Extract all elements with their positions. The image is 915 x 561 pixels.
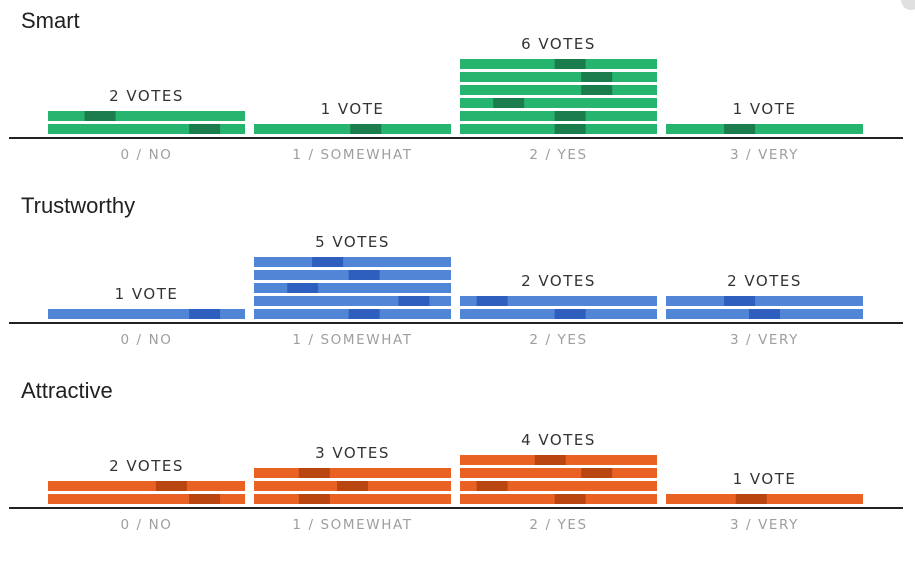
smart-vote-marker-0-no-2 (84, 111, 116, 121)
trustworthy-vote-count-0-no: 1 VOTE (115, 285, 179, 303)
smart-chart: 2 VOTES 0 / NO 1 VOTE 1 / SOMEWHAT 6 VOTES 2 … (9, 35, 903, 163)
trustworthy-tick-label-3-very: 3 / VERY (730, 332, 799, 348)
panel-title-smart: Smart (21, 8, 80, 33)
attractive-vote-bar-1-somewhat-1 (254, 494, 451, 504)
attractive-vote-marker-1-somewhat-2 (337, 481, 368, 491)
panel-title-attractive: Attractive (21, 378, 113, 403)
trustworthy-vote-bar-0-no-1 (48, 309, 245, 319)
attractive-tick-label-2-yes: 2 / YES (529, 517, 587, 533)
smart-tick-label-2-yes: 2 / YES (529, 147, 587, 163)
trustworthy-tick-label-1-somewhat: 1 / SOMEWHAT (292, 332, 412, 348)
smart-vote-count-2-yes: 6 VOTES (521, 35, 596, 53)
attractive-vote-marker-2-yes-3 (581, 468, 613, 478)
smart-vote-marker-2-yes-5 (581, 72, 613, 82)
attractive-vote-marker-0-no-1 (189, 494, 221, 504)
trustworthy-vote-marker-0-no-1 (189, 309, 221, 319)
attractive-vote-bar-2-yes-2 (460, 481, 657, 491)
smart-vote-bar-2-yes-3 (460, 98, 657, 108)
smart-vote-marker-3-very-1 (724, 124, 756, 134)
trustworthy-vote-count-3-very: 2 VOTES (727, 272, 802, 290)
smart-vote-marker-2-yes-6 (554, 59, 586, 69)
smart-x-axis (9, 137, 903, 139)
trustworthy-vote-bar-3-very-2 (666, 296, 863, 306)
attractive-vote-marker-0-no-2 (155, 481, 187, 491)
attractive-vote-count-1-somewhat: 3 VOTES (315, 444, 390, 462)
smart-tick-label-1-somewhat: 1 / SOMEWHAT (292, 147, 412, 163)
smart-vote-marker-2-yes-2 (554, 111, 586, 121)
attractive-chart: 2 VOTES 0 / NO 3 VOTES 1 / SOMEWHAT 4 VOTES 2… (9, 431, 903, 533)
trustworthy-vote-marker-1-somewhat-4 (348, 270, 380, 280)
attractive-vote-count-2-yes: 4 VOTES (521, 431, 596, 449)
smart-vote-bar-3-very-1 (666, 124, 863, 134)
smart-vote-count-1-somewhat: 1 VOTE (321, 100, 385, 118)
smart-vote-bar-0-no-1 (48, 124, 245, 134)
attractive-vote-bar-1-somewhat-3 (254, 468, 451, 478)
trustworthy-vote-marker-1-somewhat-2 (398, 296, 430, 306)
trustworthy-vote-bar-1-somewhat-5 (254, 257, 451, 267)
attractive-vote-marker-3-very-1 (735, 494, 767, 504)
smart-tick-label-3-very: 3 / VERY (730, 147, 799, 163)
panel-title-trustworthy: Trustworthy (21, 193, 136, 218)
attractive-vote-marker-2-yes-1 (554, 494, 586, 504)
attractive-vote-bar-2-yes-3 (460, 468, 657, 478)
smart-vote-marker-1-somewhat-1 (350, 124, 382, 134)
attractive-vote-marker-1-somewhat-1 (298, 494, 330, 504)
trustworthy-vote-bar-2-yes-2 (460, 296, 657, 306)
trustworthy-vote-count-1-somewhat: 5 VOTES (315, 233, 390, 251)
smart-tick-label-0-no: 0 / NO (120, 147, 172, 163)
trustworthy-chart: 1 VOTE 0 / NO 5 VOTES 1 / SOMEWHAT 2 VOTES 2 … (9, 233, 903, 348)
smart-vote-bar-0-no-2 (48, 111, 245, 121)
trustworthy-vote-marker-2-yes-2 (476, 296, 508, 306)
trustworthy-x-axis (9, 322, 903, 324)
trustworthy-vote-marker-3-very-1 (749, 309, 780, 319)
smart-vote-bar-2-yes-5 (460, 72, 657, 82)
trustworthy-vote-marker-2-yes-1 (554, 309, 586, 319)
smart-vote-marker-2-yes-4 (581, 85, 613, 95)
attractive-vote-bar-0-no-1 (48, 494, 245, 504)
attractive-vote-marker-2-yes-4 (534, 455, 566, 465)
partial-circle-icon (901, 0, 915, 10)
trustworthy-tick-label-0-no: 0 / NO (120, 332, 172, 348)
smart-vote-count-0-no: 2 VOTES (109, 87, 184, 105)
attractive-vote-marker-1-somewhat-3 (298, 468, 330, 478)
trustworthy-vote-marker-3-very-2 (724, 296, 756, 306)
smart-vote-marker-2-yes-3 (493, 98, 525, 108)
smart-vote-marker-2-yes-1 (554, 124, 586, 134)
attractive-tick-label-1-somewhat: 1 / SOMEWHAT (292, 517, 412, 533)
trustworthy-vote-bar-1-somewhat-3 (254, 283, 451, 293)
smart-vote-bar-2-yes-4 (460, 85, 657, 95)
attractive-tick-label-3-very: 3 / VERY (730, 517, 799, 533)
trustworthy-vote-count-2-yes: 2 VOTES (521, 272, 596, 290)
attractive-vote-count-3-very: 1 VOTE (733, 470, 797, 488)
smart-vote-count-3-very: 1 VOTE (733, 100, 797, 118)
trustworthy-vote-marker-1-somewhat-1 (348, 309, 380, 319)
attractive-vote-bar-0-no-2 (48, 481, 245, 491)
attractive-vote-count-0-no: 2 VOTES (109, 457, 184, 475)
trustworthy-vote-marker-1-somewhat-3 (287, 283, 319, 293)
attractive-vote-marker-2-yes-2 (476, 481, 508, 491)
trustworthy-vote-bar-1-somewhat-2 (254, 296, 451, 306)
trustworthy-tick-label-2-yes: 2 / YES (529, 332, 587, 348)
attractive-tick-label-0-no: 0 / NO (120, 517, 172, 533)
trustworthy-vote-marker-1-somewhat-5 (312, 257, 344, 267)
attractive-x-axis (9, 507, 903, 509)
smart-vote-marker-0-no-1 (189, 124, 221, 134)
